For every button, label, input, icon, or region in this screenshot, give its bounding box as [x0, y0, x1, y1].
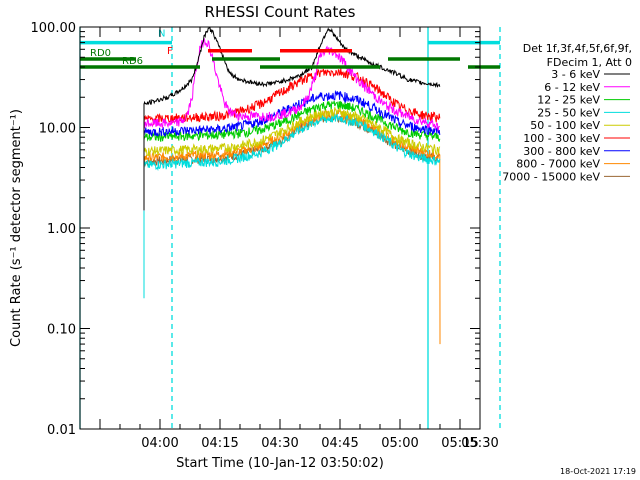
flag-bars: NF RD0 RD6 — [80, 29, 500, 69]
x-tick-label: 05:15 — [441, 436, 478, 451]
vertical-markers — [79, 27, 501, 429]
chart-title: RHESSI Count Rates — [205, 3, 356, 21]
series-line — [143, 113, 441, 299]
series-line — [143, 68, 441, 211]
flag-label: N — [158, 29, 165, 40]
render-timestamp: 18-Oct-2021 17:19 — [560, 467, 636, 476]
y-tick-label: 1.00 — [47, 222, 76, 237]
series-line — [143, 37, 441, 211]
y-axis: 0.01 0.10 1.00 10.00 100.00 — [31, 21, 480, 438]
legend: Det 1f,3f,4f,5f,6f,9f, FDecim 1, Att 0 3… — [502, 42, 632, 183]
plot-frame — [79, 26, 481, 430]
x-tick-label: 04:30 — [261, 436, 298, 451]
y-tick-label: 10.00 — [39, 122, 76, 137]
legend-header-line-2: FDecim 1, Att 0 — [547, 56, 632, 69]
y-tick-label: 0.10 — [47, 323, 76, 338]
x-tick-label: 04:15 — [201, 436, 238, 451]
legend-entry-label: 7000 - 15000 keV — [502, 170, 600, 183]
y-tick-label: 0.01 — [47, 423, 76, 438]
legend-entry-label: 800 - 7000 keV — [516, 158, 600, 171]
flag-label: RD6 — [122, 56, 143, 67]
series-line — [143, 106, 441, 211]
legend-entry-label: 25 - 50 keV — [537, 106, 600, 119]
series-line — [143, 27, 441, 211]
x-tick-label: 05:00 — [381, 436, 418, 451]
legend-entry-label: 100 - 300 keV — [523, 132, 600, 145]
x-tick-label: 04:45 — [321, 436, 358, 451]
legend-entry-label: 3 - 6 keV — [551, 68, 600, 81]
plot-series — [143, 27, 441, 345]
x-tick-label: 05:30 — [461, 436, 498, 451]
y-axis-label: Count Rate (s⁻¹ detector segment⁻¹) — [9, 109, 24, 347]
legend-entry-label: 6 - 12 keV — [544, 81, 600, 94]
legend-entry-label: 12 - 25 keV — [537, 94, 600, 107]
legend-entry-label: 300 - 800 keV — [523, 145, 600, 158]
flag-label: RD0 — [90, 48, 111, 59]
y-tick-label: 100.00 — [31, 21, 77, 36]
series-line — [143, 109, 441, 345]
flag-label: F — [167, 46, 173, 57]
x-axis-label: Start Time (10-Jan-12 03:50:02) — [176, 456, 384, 471]
legend-header-line-1: Det 1f,3f,4f,5f,6f,9f, — [523, 42, 632, 55]
series-line — [143, 89, 441, 211]
legend-entry-label: 50 - 100 keV — [530, 119, 600, 132]
series-line — [143, 100, 441, 211]
x-tick-label: 04:00 — [141, 436, 178, 451]
